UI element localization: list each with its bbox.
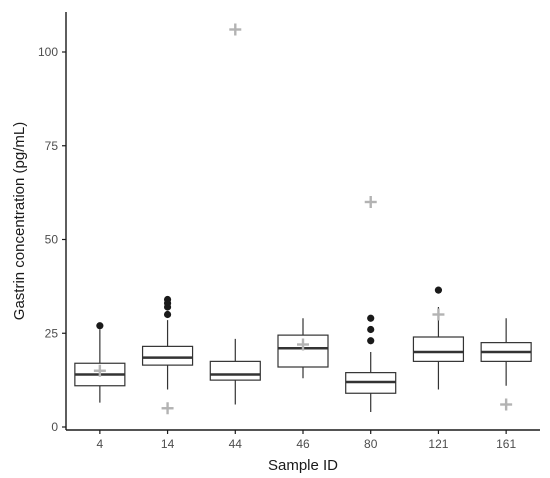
y-axis-title: Gastrin concentration (pg/mL) [11, 122, 28, 320]
box-121 [412, 286, 465, 390]
box-46 [277, 318, 329, 379]
box-4 [74, 322, 126, 403]
box-iqr [412, 336, 465, 362]
box-44 [209, 338, 261, 405]
y-tick-label: 100 [38, 45, 58, 59]
box-iqr [141, 345, 194, 366]
plot-area [74, 23, 532, 415]
plus-marker-161 [500, 398, 513, 411]
y-axis-ticks: 0 25 50 75 100 [38, 45, 66, 434]
plus-marker-80 [364, 196, 377, 208]
outlier-point [367, 337, 375, 345]
plus-marker-44 [229, 23, 242, 36]
plus-marker-46 [297, 338, 309, 351]
box-161 [480, 318, 532, 386]
x-axis-title: Sample ID [268, 457, 338, 474]
x-tick-label: 80 [364, 437, 378, 451]
plus-marker-14 [161, 402, 174, 415]
outlier-point [367, 325, 375, 334]
y-tick-label: 25 [45, 326, 59, 340]
x-tick-label: 46 [296, 437, 310, 451]
box-80 [345, 314, 397, 412]
x-tick-label: 161 [496, 437, 516, 451]
box-14 [141, 295, 194, 390]
plus-marker-121 [432, 308, 445, 321]
y-tick-label: 50 [45, 233, 59, 247]
outlier-point [434, 286, 443, 294]
outlier-point [367, 314, 375, 322]
outlier-point [163, 310, 172, 319]
y-tick-label: 75 [45, 139, 59, 153]
plus-marker-4 [93, 364, 106, 377]
box-iqr [277, 334, 329, 368]
x-tick-label: 14 [161, 437, 175, 451]
x-tick-label: 121 [428, 437, 448, 451]
y-tick-label: 0 [51, 420, 58, 434]
box-iqr [209, 360, 261, 381]
outlier-point [96, 322, 104, 330]
x-tick-label: 4 [97, 437, 104, 451]
x-tick-label: 44 [229, 437, 243, 451]
x-axis-ticks: 4 14 44 46 80 121 161 [97, 430, 516, 451]
outlier-point [163, 295, 172, 304]
